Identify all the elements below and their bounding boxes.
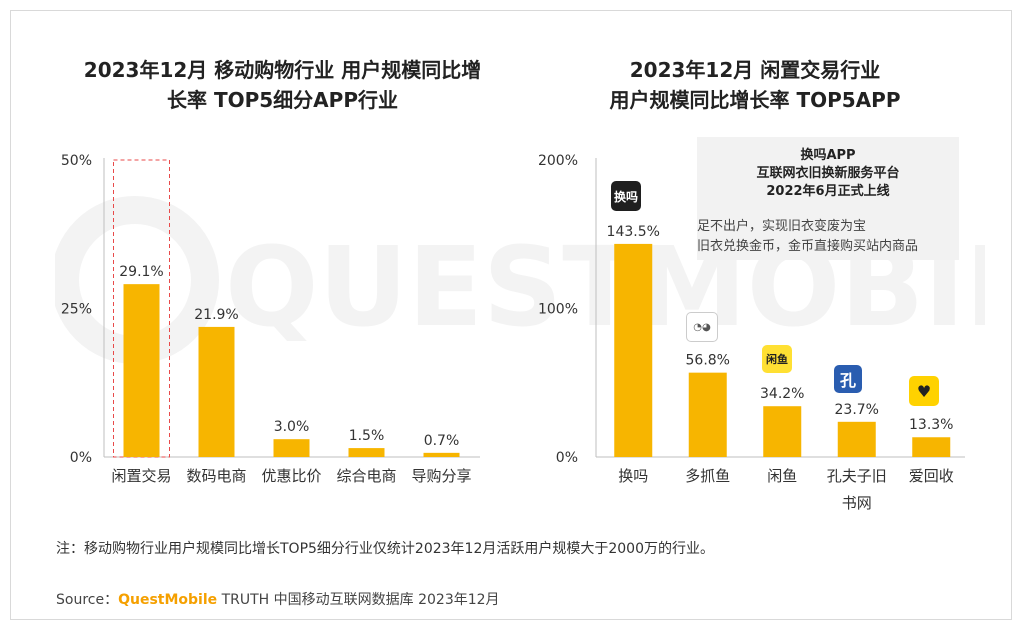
duozhuayu-app-icon: ◔◕ — [686, 312, 718, 342]
right-chart-data-label: 56.8% — [686, 353, 730, 369]
figure-frame — [10, 10, 1012, 620]
right-chart-bar — [837, 421, 876, 457]
left-chart-title: 2023年12月 移动购物行业 用户规模同比增 长率 TOP5细分APP行业 — [83, 58, 482, 112]
right-chart-category-label: 孔夫子旧 — [827, 467, 887, 485]
left-chart-category-label: 导购分享 — [411, 467, 471, 485]
kongfuzi-app-icon: 孔 — [834, 365, 862, 393]
right-chart-data-label: 143.5% — [607, 224, 660, 240]
left-chart-bar — [348, 448, 385, 457]
left-chart-data-label: 0.7% — [424, 433, 460, 449]
right-chart-data-label: 13.3% — [909, 417, 953, 433]
left-chart-data-label: 1.5% — [349, 428, 385, 444]
left-chart-y-tick-label: 50% — [61, 153, 92, 169]
footnote: 注：移动购物行业用户规模同比增长TOP5细分行业仅统计2023年12月活跃用户规… — [56, 541, 714, 557]
callout-body: 足不出户，实现旧衣变废为宝 旧衣兑换金币，金币直接购买站内商品 — [697, 219, 919, 254]
left-chart-category-label: 优惠比价 — [261, 467, 321, 485]
left-chart-data-label: 3.0% — [274, 419, 310, 435]
source-brand: QuestMobile — [118, 592, 218, 608]
huanma-callout: 换吗APP 互联网衣旧换新服务平台 2022年6月正式上线 足不出户，实现旧衣变… — [697, 137, 959, 260]
left-chart-bar — [423, 452, 460, 457]
source-prefix: Source： — [56, 592, 119, 608]
left-chart-y-tick-label: 25% — [61, 302, 92, 318]
left-chart-category-label: 闲置交易 — [111, 467, 171, 485]
xianyu-app-icon: 闲鱼 — [762, 345, 792, 373]
right-chart-data-label: 23.7% — [835, 402, 879, 418]
source-suffix: TRUTH 中国移动互联网数据库 2023年12月 — [217, 592, 500, 608]
aihuishou-app-icon: ♥ — [909, 376, 939, 406]
huanma-app-icon: 换吗 — [611, 181, 641, 211]
left-chart-bar — [123, 284, 160, 457]
right-chart-category-label: 闲鱼 — [767, 467, 797, 485]
right-chart-y-tick-label: 200% — [538, 153, 578, 169]
left-chart-category-label: 综合电商 — [336, 467, 396, 485]
right-chart-bar — [912, 437, 951, 457]
left-chart-bar — [273, 439, 310, 457]
left-chart-data-label: 29.1% — [119, 264, 163, 280]
right-chart-data-label: 34.2% — [760, 386, 804, 402]
right-chart-y-tick-label: 100% — [538, 302, 578, 318]
source-line: Source：QuestMobile TRUTH 中国移动互联网数据库 2023… — [56, 589, 500, 609]
right-chart-bar — [688, 372, 727, 457]
right-chart-category-label: 爱回收 — [909, 467, 954, 485]
right-chart-category-label: 换吗 — [618, 467, 648, 485]
callout-background — [697, 137, 959, 260]
left-chart-y-tick-label: 0% — [70, 450, 92, 466]
left-chart-category-label: 数码电商 — [186, 467, 246, 485]
right-chart-bar — [763, 406, 802, 457]
right-chart-title: 2023年12月 闲置交易行业 用户规模同比增长率 TOP5APP — [609, 58, 901, 112]
right-chart-y-tick-label: 0% — [556, 450, 578, 466]
right-chart-category-label: 多抓鱼 — [685, 467, 730, 485]
left-chart-data-label: 21.9% — [194, 307, 238, 323]
left-chart-bar — [198, 326, 235, 457]
callout-title: 换吗APP 互联网衣旧换新服务平台 2022年6月正式上线 — [756, 148, 900, 199]
right-chart-bar — [614, 243, 653, 457]
right-chart-category-label: 书网 — [842, 494, 872, 512]
